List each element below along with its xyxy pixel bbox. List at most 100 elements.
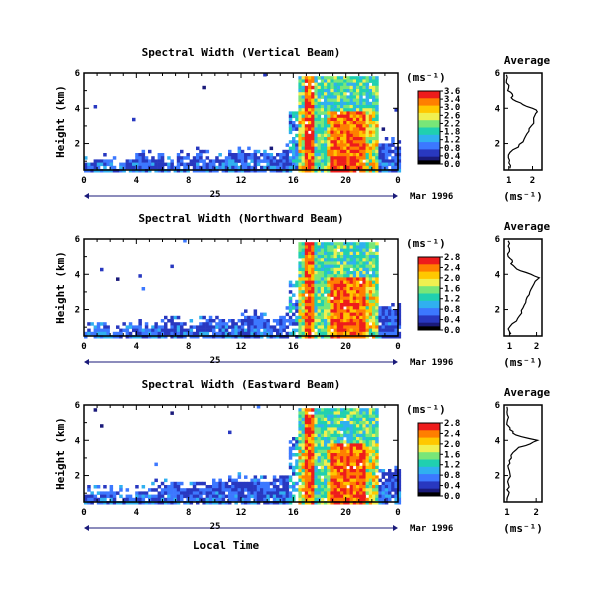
heatmap-cell — [372, 296, 376, 301]
heatmap-cell — [221, 331, 226, 336]
heatmap-cell — [154, 497, 158, 502]
y-tick-label: 6 — [75, 401, 80, 411]
heatmap-cell — [352, 421, 357, 425]
heatmap-cell — [372, 446, 376, 451]
heatmap-cell — [311, 255, 315, 259]
heatmap-cell — [304, 267, 309, 272]
heatmap-cell — [90, 331, 94, 336]
heatmap-cell — [375, 251, 379, 256]
heatmap-cell — [183, 239, 187, 243]
heatmap-cell — [324, 130, 328, 135]
heatmap-cell — [346, 133, 350, 138]
heatmap-cell — [93, 162, 98, 167]
heatmap-cell — [151, 494, 155, 499]
heatmap-cell — [333, 494, 338, 499]
heatmap-cell — [324, 159, 328, 163]
heatmap-cell — [324, 287, 328, 291]
y-tick-label: 4 — [75, 104, 81, 114]
heatmap-cell — [333, 322, 338, 326]
heatmap-cell — [368, 430, 373, 435]
heatmap-cell — [352, 475, 357, 479]
heatmap-cell — [196, 497, 200, 502]
heatmap-cell — [247, 322, 251, 326]
heatmap-cell — [180, 159, 184, 163]
heatmap-cell — [359, 481, 363, 486]
y-axis-label: Height (km) — [54, 417, 67, 490]
heatmap-cell — [269, 328, 274, 333]
heatmap-cell — [304, 258, 309, 262]
heatmap-cell — [343, 277, 347, 281]
heatmap-cell — [292, 319, 296, 323]
heatmap-cell — [317, 159, 322, 163]
heatmap-cell — [288, 449, 293, 454]
heatmap-cell — [237, 328, 242, 333]
heatmap-cell — [362, 277, 366, 281]
heatmap-cell — [311, 111, 315, 115]
colorbar-segment — [418, 147, 440, 150]
heatmap-cell — [324, 261, 328, 265]
heatmap-cell — [237, 149, 242, 154]
colorbar-segment — [418, 492, 440, 495]
heatmap-cell — [356, 417, 360, 422]
heatmap-cell — [362, 143, 366, 147]
colorbar-segment — [418, 481, 440, 484]
heatmap-cell — [394, 159, 398, 163]
heatmap-cell — [340, 309, 344, 313]
heatmap-cell — [320, 440, 325, 444]
heatmap-cell — [375, 283, 379, 288]
heatmap-cell — [199, 331, 203, 336]
heatmap-cell — [368, 421, 373, 425]
heatmap-cell — [362, 92, 366, 96]
heatmap-cell — [320, 127, 325, 131]
heatmap-cell — [311, 440, 315, 444]
heatmap-cell — [330, 446, 334, 451]
heatmap-cell — [260, 494, 264, 499]
heatmap-cell — [196, 494, 200, 499]
heatmap-cell — [317, 242, 322, 246]
heatmap-cell — [311, 127, 315, 131]
heatmap-cell — [327, 149, 331, 154]
heatmap-cell — [375, 98, 379, 103]
colorbar-segment — [418, 142, 440, 145]
heatmap-cell — [109, 165, 114, 170]
heatmap-cell — [90, 497, 94, 502]
heatmap-cell — [343, 411, 347, 415]
heatmap-cell — [186, 331, 190, 336]
heatmap-cell — [343, 248, 347, 253]
heatmap-cell — [298, 411, 302, 415]
heatmap-cell — [356, 111, 360, 115]
heatmap-cell — [311, 491, 315, 495]
heatmap-cell — [349, 475, 354, 479]
heatmap-cell — [352, 494, 357, 499]
heatmap-cell — [295, 280, 299, 285]
heatmap-cell — [327, 242, 331, 246]
heatmap-cell — [304, 156, 309, 160]
heatmap-cell — [365, 453, 370, 457]
heatmap-cell — [292, 303, 296, 307]
heatmap-cell — [333, 443, 338, 447]
heatmap-cell — [340, 440, 344, 444]
heatmap-cell — [311, 453, 315, 457]
heatmap-cell — [333, 105, 338, 109]
heatmap-cell — [308, 248, 312, 253]
heatmap-cell — [340, 251, 344, 256]
heatmap-cell — [343, 242, 347, 246]
colorbar-segment — [418, 149, 440, 152]
colorbar-segment — [418, 103, 440, 106]
heatmap-cell — [266, 159, 270, 163]
heatmap-cell — [266, 325, 270, 329]
heatmap-cell — [279, 325, 283, 329]
heatmap-cell — [346, 414, 350, 419]
heatmap-cell — [365, 283, 370, 288]
profile-x-tick-label: 2 — [534, 342, 539, 352]
heatmap-cell — [298, 287, 302, 291]
heatmap-cell — [352, 271, 357, 275]
colorbar-segment — [418, 459, 440, 462]
heatmap-cell — [349, 143, 354, 147]
heatmap-cell — [314, 497, 318, 502]
heatmap-cell — [388, 319, 392, 323]
heatmap-cell — [333, 433, 338, 438]
heatmap-cell — [253, 156, 258, 160]
heatmap-cell — [352, 440, 357, 444]
heatmap-cell — [391, 143, 395, 147]
